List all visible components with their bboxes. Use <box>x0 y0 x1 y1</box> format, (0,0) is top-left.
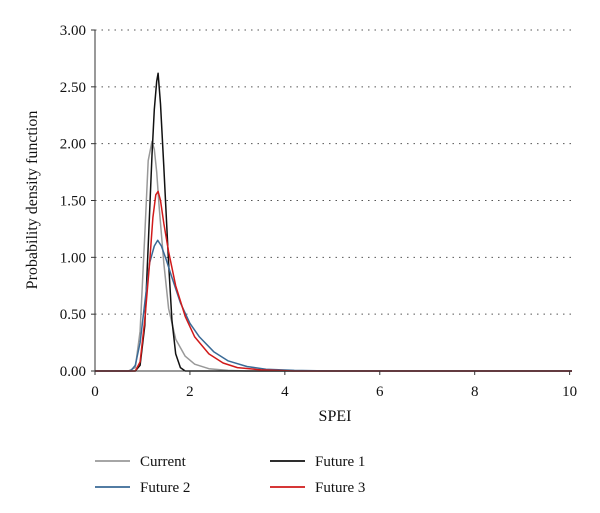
y-tick-label: 0.50 <box>60 307 86 323</box>
legend-item: Future 3 <box>270 480 365 496</box>
grid-lines <box>95 29 572 315</box>
x-tick-label: 10 <box>562 384 577 400</box>
legend-item: Future 2 <box>95 480 190 496</box>
y-tick-label: 3.00 <box>60 23 86 39</box>
x-tick-label: 0 <box>91 384 99 400</box>
legend-label: Future 2 <box>140 480 190 496</box>
tick-labels: 0.00 0.50 1.00 1.50 2.00 2.50 3.00 0 2 4 6 8 10 <box>60 23 577 400</box>
series-line-future-3 <box>95 190 572 372</box>
x-axis-title: SPEI <box>319 408 352 425</box>
legend-label: Future 1 <box>315 454 365 470</box>
y-tick-label: 1.00 <box>60 250 86 266</box>
y-tick-label: 2.00 <box>60 137 86 153</box>
series-line-future-2 <box>95 239 572 372</box>
series-line-future-1 <box>95 72 572 372</box>
y-tick-label: 1.50 <box>60 194 86 210</box>
legend-item: Current <box>95 454 187 470</box>
y-tick-label: 2.50 <box>60 80 86 96</box>
x-tick-label: 2 <box>186 384 194 400</box>
x-tick-label: 4 <box>281 384 289 400</box>
legend: Current Future 1 Future 2 Future 3 <box>95 454 365 496</box>
series-layer <box>95 72 572 372</box>
legend-label: Future 3 <box>315 480 365 496</box>
legend-label: Current <box>140 454 187 470</box>
x-tick-label: 8 <box>471 384 479 400</box>
y-axis-title: Probability density function <box>24 111 41 290</box>
y-tick-label: 0.00 <box>60 364 86 380</box>
legend-item: Future 1 <box>270 454 365 470</box>
x-tick-label: 6 <box>376 384 384 400</box>
series-line-current <box>95 140 572 372</box>
